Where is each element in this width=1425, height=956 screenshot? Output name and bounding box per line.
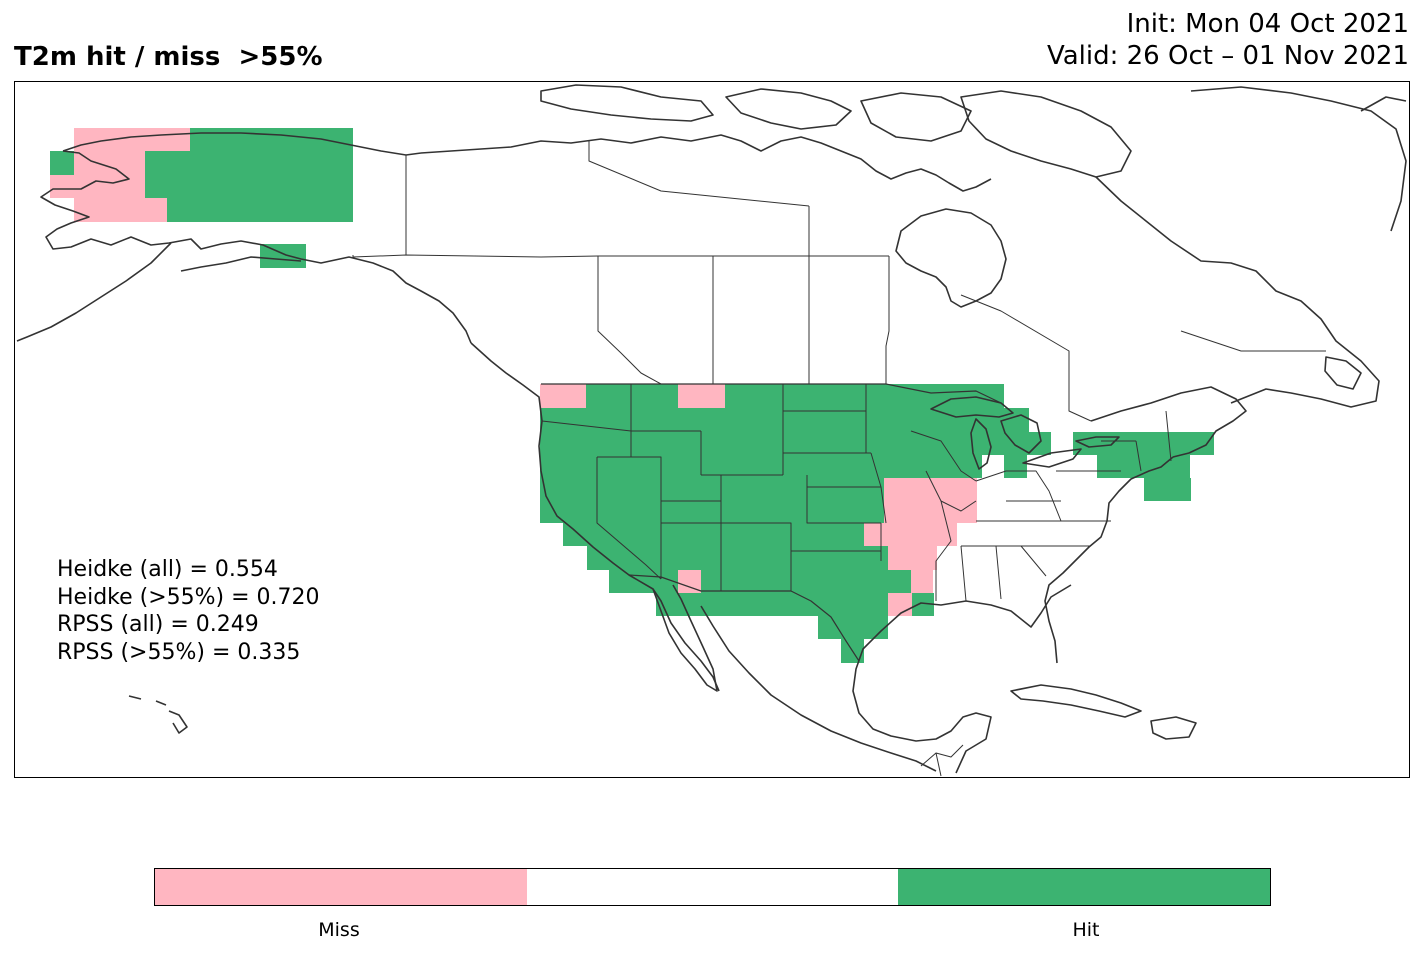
arctic-island-3 [860, 92, 972, 142]
colorbar [154, 868, 1271, 906]
us-canada-border [541, 383, 1002, 404]
hit-cell [145, 175, 353, 198]
hit-cell [912, 593, 934, 616]
hit-cell [50, 151, 74, 175]
canada-province-borders [352, 254, 889, 258]
miss-cell [888, 593, 912, 616]
init-date: Init: Mon 04 Oct 2021 [1126, 9, 1409, 39]
hit-cell [1144, 478, 1191, 501]
canada-arctic-coast [420, 134, 992, 192]
st-lawrence-coast [1090, 386, 1247, 458]
lake-superior [930, 396, 1014, 418]
newfoundland [1324, 356, 1362, 390]
miss-cell [884, 501, 977, 523]
quebec-labrador-border [1180, 330, 1326, 352]
hit-cell [818, 616, 888, 639]
miss-cell [540, 384, 586, 408]
lake-huron [1000, 414, 1042, 454]
alaska-south-coast [180, 256, 302, 272]
hit-cell [260, 244, 306, 268]
us-state-borders [541, 384, 1172, 602]
hit-cell [540, 432, 1051, 455]
hit-cell [540, 501, 884, 523]
map-frame [14, 81, 1410, 778]
mexico-pacific-coast [700, 605, 937, 772]
hit-cell [540, 455, 982, 478]
manitoba-ontario-border [885, 256, 890, 384]
alaska-north-coast [62, 132, 422, 156]
hit-cell [167, 198, 353, 222]
colorbar-label-hit: Hit [1072, 919, 1100, 941]
hudson-bay-coast [895, 208, 1007, 308]
rpss-all: RPSS (all) = 0.249 [57, 612, 259, 637]
miss-cell [864, 523, 957, 546]
date-info: Init: Mon 04 Oct 2021 Valid: 26 Oct – 01… [1047, 8, 1409, 72]
hawaii [128, 695, 188, 734]
heidke-all: Heidke (all) = 0.554 [57, 557, 278, 582]
valid-date: Valid: 26 Oct – 01 Nov 2021 [1046, 41, 1409, 71]
greenland-coast [1190, 86, 1407, 232]
hit-cell [1004, 455, 1027, 478]
us-mexico-border [628, 574, 860, 662]
miss-cell [911, 570, 933, 593]
arctic-island-1 [540, 84, 714, 122]
cuba [1010, 684, 1142, 718]
map-canvas [16, 84, 1407, 777]
miss-cell [74, 198, 167, 222]
greenland-east [1360, 96, 1407, 112]
coastline-and-borders [16, 84, 1407, 777]
nwt-nunavut-border [588, 141, 810, 207]
baja-california [652, 584, 718, 692]
hit-cell [145, 151, 353, 175]
us-west-coast [470, 342, 720, 692]
miss-cell [678, 384, 725, 408]
miss-cell [678, 570, 701, 593]
hit-cell [540, 408, 1029, 432]
colorbar-hit-segment [898, 869, 1271, 905]
labrador-coast [1095, 176, 1380, 408]
hit-cell [190, 128, 353, 151]
hit-cell [563, 523, 864, 546]
miss-cell [888, 546, 937, 570]
hit-cell [587, 546, 888, 570]
ontario-quebec-border [960, 294, 1092, 422]
alaska-peninsula [16, 242, 172, 342]
us-east-coast [1044, 456, 1174, 664]
miss-cell [50, 175, 145, 198]
colorbar-neutral-segment [526, 869, 899, 905]
central-america-borders [920, 744, 964, 777]
bc-alberta-border [597, 256, 662, 385]
miss-cell [74, 151, 145, 175]
colorbar-label-miss: Miss [318, 919, 360, 941]
hit-cell [1097, 455, 1190, 478]
hispaniola [1150, 716, 1197, 740]
hit-cell [540, 478, 884, 501]
hit-cell [656, 593, 888, 616]
baffin-island [960, 90, 1132, 178]
lake-erie [1022, 448, 1082, 468]
miss-cell [884, 478, 977, 501]
hit-cell [586, 384, 678, 408]
colorbar-miss-segment [155, 869, 527, 905]
heidke-above-55: Heidke (>55%) = 0.720 [57, 584, 320, 610]
hit-miss-cells [50, 128, 1214, 663]
lake-michigan [970, 418, 992, 470]
hit-cell [725, 384, 1004, 408]
miss-cell [74, 128, 190, 151]
verification-scores: Heidke (all) = 0.554 Heidke (>55%) = 0.7… [57, 556, 320, 666]
arctic-island-2 [725, 88, 852, 130]
rpss-above-55: RPSS (>55%) = 0.335 [57, 639, 301, 665]
alaska-coastline [40, 150, 472, 344]
plot-title: T2m hit / miss >55% [14, 42, 323, 72]
gulf-coast [852, 584, 1072, 774]
